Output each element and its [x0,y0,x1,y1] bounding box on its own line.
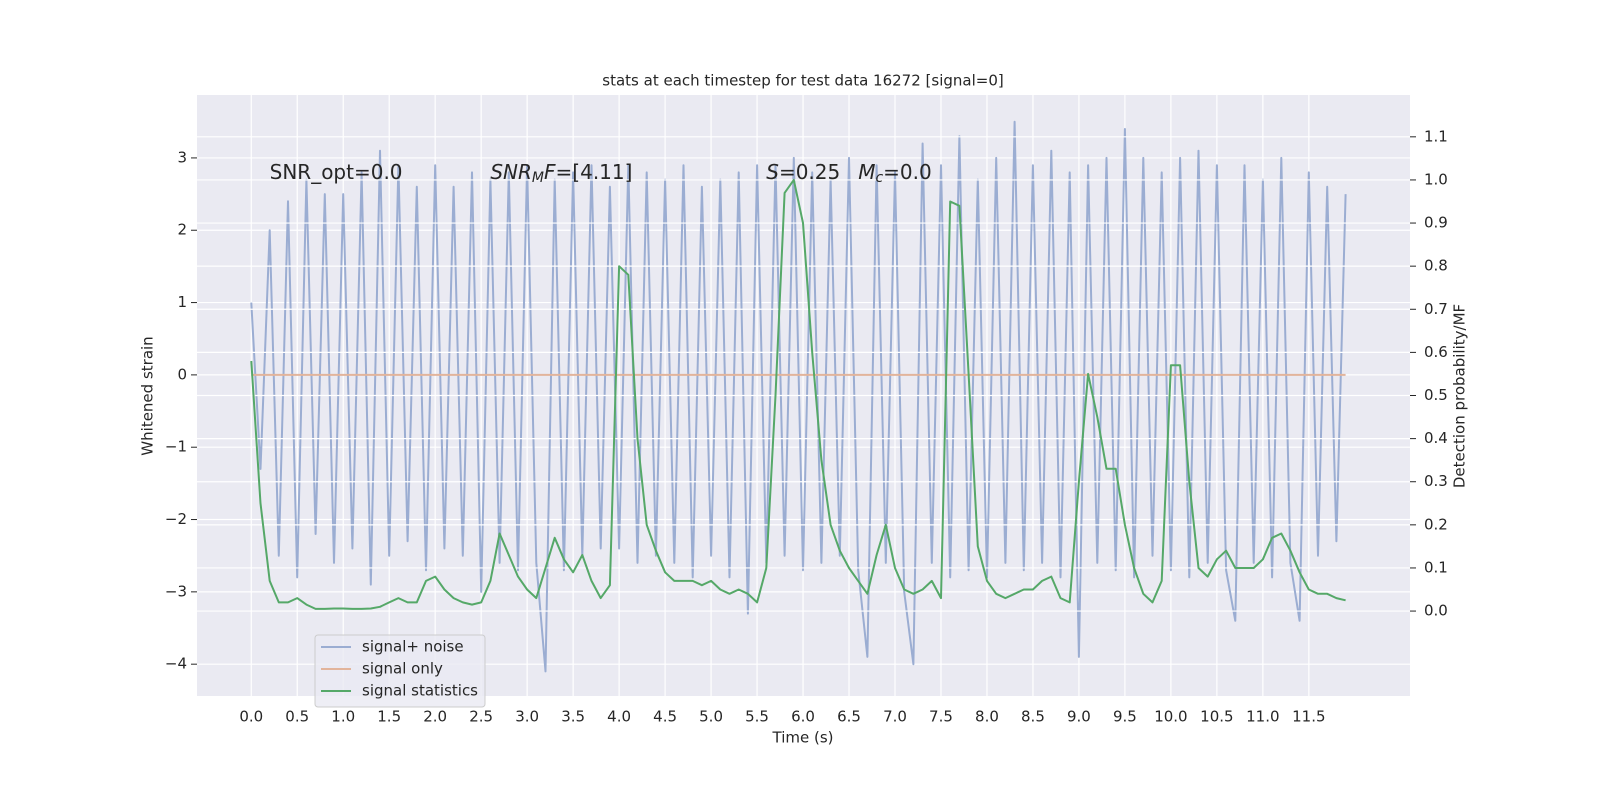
y-tick-label: 3 [177,148,187,166]
x-tick-label: 9.0 [1067,708,1091,726]
y2-tick-label: 0.8 [1424,257,1448,275]
legend-label: signal statistics [362,682,478,700]
x-tick-label: 5.0 [699,708,723,726]
annotation-part: SNR_opt=0.0 [270,160,403,184]
x-tick-label: 8.5 [1021,708,1045,726]
x-axis-label: Time (s) [772,729,834,747]
annotation: Mc=0.0 [858,160,932,187]
x-tick-label: 1.0 [331,708,355,726]
y2-tick-label: 0.6 [1424,343,1448,361]
y2-tick-label: 0.1 [1424,558,1448,576]
x-tick-label: 4.0 [607,708,631,726]
y-tick-label: −3 [165,582,187,600]
x-tick-label: 3.5 [561,708,585,726]
y-tick-label: 0 [177,365,187,383]
y2-tick-label: 1.0 [1424,170,1448,188]
chart-title: stats at each timestep for test data 162… [602,72,1003,90]
x-tick-label: 11.5 [1292,708,1325,726]
legend-label: signal+ noise [362,638,464,656]
annotation-part: S [766,160,779,184]
x-tick-label: 2.5 [469,708,493,726]
annotation-part: =[4.11] [556,160,633,184]
legend-label: signal only [362,660,443,678]
annotation: SNR_opt=0.0 [270,160,403,184]
y2-tick-label: 0.5 [1424,386,1448,404]
x-tick-label: 9.5 [1113,708,1137,726]
y2-tick-label: 1.1 [1424,127,1448,145]
x-tick-label: 6.5 [837,708,861,726]
y2-tick-label: 0.4 [1424,429,1448,447]
x-tick-label: 5.5 [745,708,769,726]
legend-box [314,634,486,708]
x-tick-label: 4.5 [653,708,677,726]
y-tick-label: −2 [165,510,187,528]
x-tick-label: 6.0 [791,708,815,726]
annotation-part: F [544,160,556,184]
annotation: SNRMF=[4.11] [490,160,632,187]
y-tick-label: −1 [165,438,187,456]
annotation-part: M [858,160,875,184]
annotation-part: c [875,170,883,186]
y2-tick-label: 0.7 [1424,300,1448,318]
y2-tick-label: 0.2 [1424,515,1448,533]
y-tick-label: 2 [177,221,187,239]
x-tick-label: 7.0 [883,708,907,726]
x-tick-label: 3.0 [515,708,539,726]
x-tick-label: 8.0 [975,708,999,726]
y-axis-label: Whitened strain [139,336,157,455]
y-tick-label: 1 [177,293,187,311]
annotation-part: =0.25 [779,160,840,184]
x-tick-label: 7.5 [929,708,953,726]
series-line [250,120,1347,673]
x-tick-label: 0.0 [239,708,263,726]
x-tick-label: 0.5 [285,708,309,726]
y2-tick-label: 0.9 [1424,214,1448,232]
y2-axis-label: Detection probability/MF [1451,304,1469,488]
x-tick-label: 11.0 [1246,708,1279,726]
x-tick-label: 1.5 [377,708,401,726]
series-line [250,178,1346,610]
x-tick-label: 10.5 [1200,708,1233,726]
x-tick-label: 2.0 [423,708,447,726]
annotation-part: M [532,170,544,186]
annotation-part: =0.0 [883,160,932,184]
y2-tick-label: 0.0 [1424,602,1448,620]
annotation-part: SNR [490,160,532,184]
y2-tick-label: 0.3 [1424,472,1448,490]
annotation: S=0.25 [766,160,840,184]
y-tick-label: −4 [165,655,187,673]
x-tick-label: 10.0 [1154,708,1187,726]
